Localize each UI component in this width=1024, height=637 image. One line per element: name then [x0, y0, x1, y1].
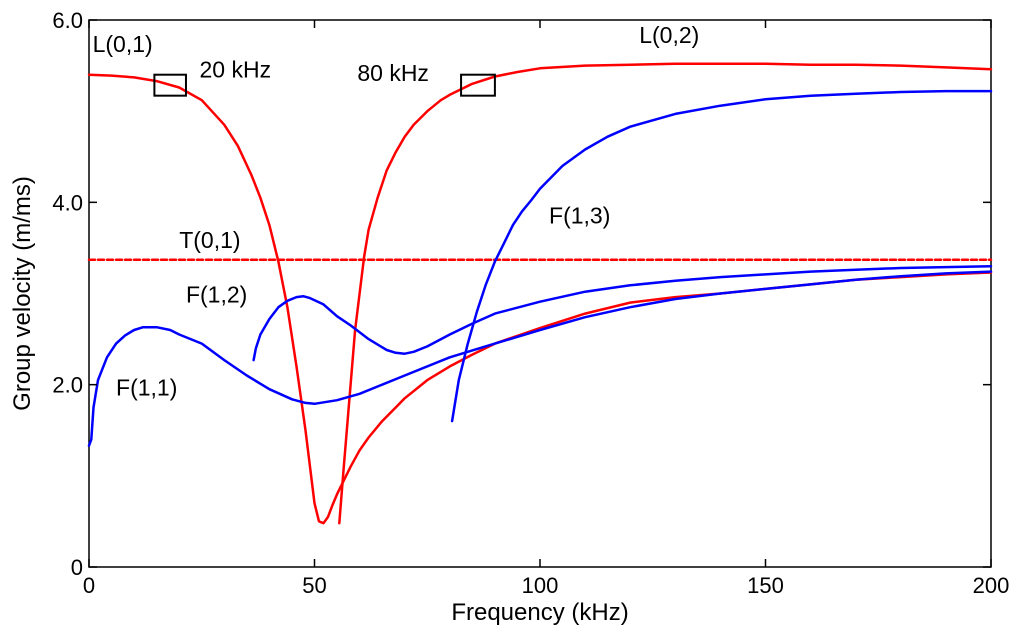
y-axis-title: Group velocity (m/ms)	[9, 176, 36, 411]
y-tick-label: 0	[71, 555, 83, 580]
annotation-20-khz: 20 kHz	[199, 56, 271, 82]
marker-box-80-khz	[460, 73, 496, 97]
x-tick-label: 200	[973, 573, 1010, 598]
series-f-1-1	[87, 270, 993, 447]
x-axis-title: Frequency (kHz)	[451, 599, 628, 626]
annotation-f-1-2: F(1,2)	[186, 282, 247, 308]
annotation-l-0-2: L(0,2)	[639, 22, 699, 48]
annotation-layer: L(0,1) L(0,2) 20 kHz 80 kHz T(0,1) F(1,3) F(1,…	[93, 22, 700, 401]
series-l-0-2	[338, 62, 993, 525]
x-tick-label: 150	[747, 573, 784, 598]
x-tick-label: 0	[83, 573, 95, 598]
tick-layer: 0 50 100 150 200 0 2.0 4.0 6.0	[52, 8, 1009, 598]
y-tick-label: 6.0	[52, 8, 83, 33]
series-f-1-2	[252, 264, 993, 362]
annotation-f-1-1: F(1,1)	[116, 375, 177, 401]
marker-box-20-khz	[153, 73, 187, 97]
x-tick-label: 50	[302, 573, 326, 598]
series-layer	[87, 62, 993, 525]
y-tick-label: 4.0	[52, 190, 83, 215]
y-tick-label: 2.0	[52, 373, 83, 398]
annotation-t-0-1: T(0,1)	[179, 227, 240, 253]
annotation-l-0-1: L(0,1)	[93, 31, 153, 57]
annotation-80-khz: 80 kHz	[357, 60, 429, 86]
series-f-1-3	[450, 89, 993, 423]
x-tick-label: 100	[522, 573, 559, 598]
marker-layer	[153, 73, 496, 97]
annotation-f-1-3: F(1,3)	[549, 202, 610, 228]
